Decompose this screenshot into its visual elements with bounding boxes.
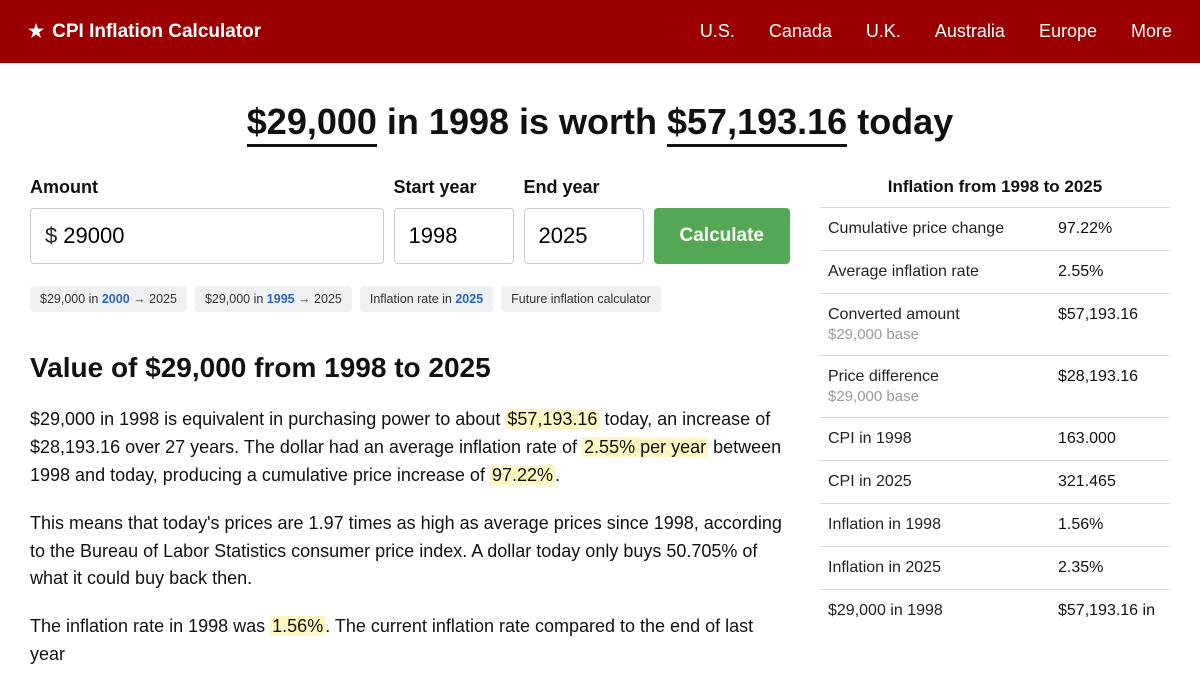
table-value: $57,193.16 in bbox=[1050, 590, 1170, 633]
brand-text: CPI Inflation Calculator bbox=[52, 21, 261, 43]
chip-future[interactable]: Future inflation calculator bbox=[501, 286, 661, 312]
headline-amount-to: $57,193.16 bbox=[667, 101, 847, 147]
end-year-label: End year bbox=[524, 177, 644, 198]
sidebar: Inflation from 1998 to 2025 Cumulative p… bbox=[820, 177, 1170, 689]
paragraph-3: The inflation rate in 1998 was 1.56%. Th… bbox=[30, 613, 790, 669]
table-label: Converted amount$29,000 base bbox=[820, 294, 1050, 356]
table-row: Inflation in 20252.35% bbox=[820, 547, 1170, 590]
amount-input[interactable] bbox=[63, 223, 368, 249]
table-value: 2.55% bbox=[1050, 251, 1170, 294]
table-label: Inflation in 1998 bbox=[820, 504, 1050, 547]
start-year-wrap[interactable] bbox=[394, 208, 514, 264]
table-row: Price difference$29,000 base$28,193.16 bbox=[820, 356, 1170, 418]
chip-2000[interactable]: $29,000 in 2000 → 2025 bbox=[30, 286, 187, 312]
table-row: CPI in 1998163.000 bbox=[820, 418, 1170, 461]
related-chips: $29,000 in 2000 → 2025 $29,000 in 1995 →… bbox=[30, 286, 790, 312]
navbar: ★ CPI Inflation Calculator U.S. Canada U… bbox=[0, 0, 1200, 63]
currency-prefix: $ bbox=[45, 223, 57, 249]
calculate-button[interactable]: Calculate bbox=[654, 208, 790, 264]
table-value: 97.22% bbox=[1050, 208, 1170, 251]
chip-1995[interactable]: $29,000 in 1995 → 2025 bbox=[195, 286, 352, 312]
table-value: 1.56% bbox=[1050, 504, 1170, 547]
table-row: Average inflation rate2.55% bbox=[820, 251, 1170, 294]
table-sublabel: $29,000 base bbox=[828, 326, 1042, 343]
paragraph-1: $29,000 in 1998 is equivalent in purchas… bbox=[30, 406, 790, 490]
calculator-form: Amount $ Start year End year bbox=[30, 177, 790, 264]
nav-link-europe[interactable]: Europe bbox=[1039, 21, 1097, 42]
paragraph-2: This means that today's prices are 1.97 … bbox=[30, 510, 790, 594]
table-label: Cumulative price change bbox=[820, 208, 1050, 251]
table-value: $28,193.16 bbox=[1050, 356, 1170, 418]
table-value: $57,193.16 bbox=[1050, 294, 1170, 356]
table-label: CPI in 2025 bbox=[820, 461, 1050, 504]
table-sublabel: $29,000 base bbox=[828, 388, 1042, 405]
headline-amount-from: $29,000 bbox=[247, 101, 377, 147]
nav-link-canada[interactable]: Canada bbox=[769, 21, 832, 42]
nav-link-uk[interactable]: U.K. bbox=[866, 21, 901, 42]
star-icon: ★ bbox=[28, 21, 44, 42]
table-label: Average inflation rate bbox=[820, 251, 1050, 294]
table-label: $29,000 in 1998 bbox=[820, 590, 1050, 633]
amount-label: Amount bbox=[30, 177, 384, 198]
table-row: CPI in 2025321.465 bbox=[820, 461, 1170, 504]
table-row: Cumulative price change97.22% bbox=[820, 208, 1170, 251]
section-heading: Value of $29,000 from 1998 to 2025 bbox=[30, 352, 790, 384]
table-value: 321.465 bbox=[1050, 461, 1170, 504]
sidebar-title: Inflation from 1998 to 2025 bbox=[820, 177, 1170, 207]
nav-links: U.S. Canada U.K. Australia Europe More bbox=[700, 21, 1172, 42]
inflation-summary-table: Cumulative price change97.22%Average inf… bbox=[820, 207, 1170, 632]
chip-rate-2025[interactable]: Inflation rate in 2025 bbox=[360, 286, 493, 312]
table-label: Inflation in 2025 bbox=[820, 547, 1050, 590]
start-year-input[interactable] bbox=[409, 223, 499, 249]
table-row: $29,000 in 1998$57,193.16 in bbox=[820, 590, 1170, 633]
end-year-wrap[interactable] bbox=[524, 208, 644, 264]
page-title: $29,000 in 1998 is worth $57,193.16 toda… bbox=[30, 101, 1170, 143]
table-value: 2.35% bbox=[1050, 547, 1170, 590]
table-label: Price difference$29,000 base bbox=[820, 356, 1050, 418]
table-label: CPI in 1998 bbox=[820, 418, 1050, 461]
table-row: Converted amount$29,000 base$57,193.16 bbox=[820, 294, 1170, 356]
nav-link-australia[interactable]: Australia bbox=[935, 21, 1005, 42]
nav-link-more[interactable]: More bbox=[1131, 21, 1172, 42]
nav-link-us[interactable]: U.S. bbox=[700, 21, 735, 42]
end-year-input[interactable] bbox=[539, 223, 629, 249]
table-value: 163.000 bbox=[1050, 418, 1170, 461]
start-year-label: Start year bbox=[394, 177, 514, 198]
amount-input-wrap[interactable]: $ bbox=[30, 208, 384, 264]
table-row: Inflation in 19981.56% bbox=[820, 504, 1170, 547]
brand[interactable]: ★ CPI Inflation Calculator bbox=[28, 21, 261, 43]
